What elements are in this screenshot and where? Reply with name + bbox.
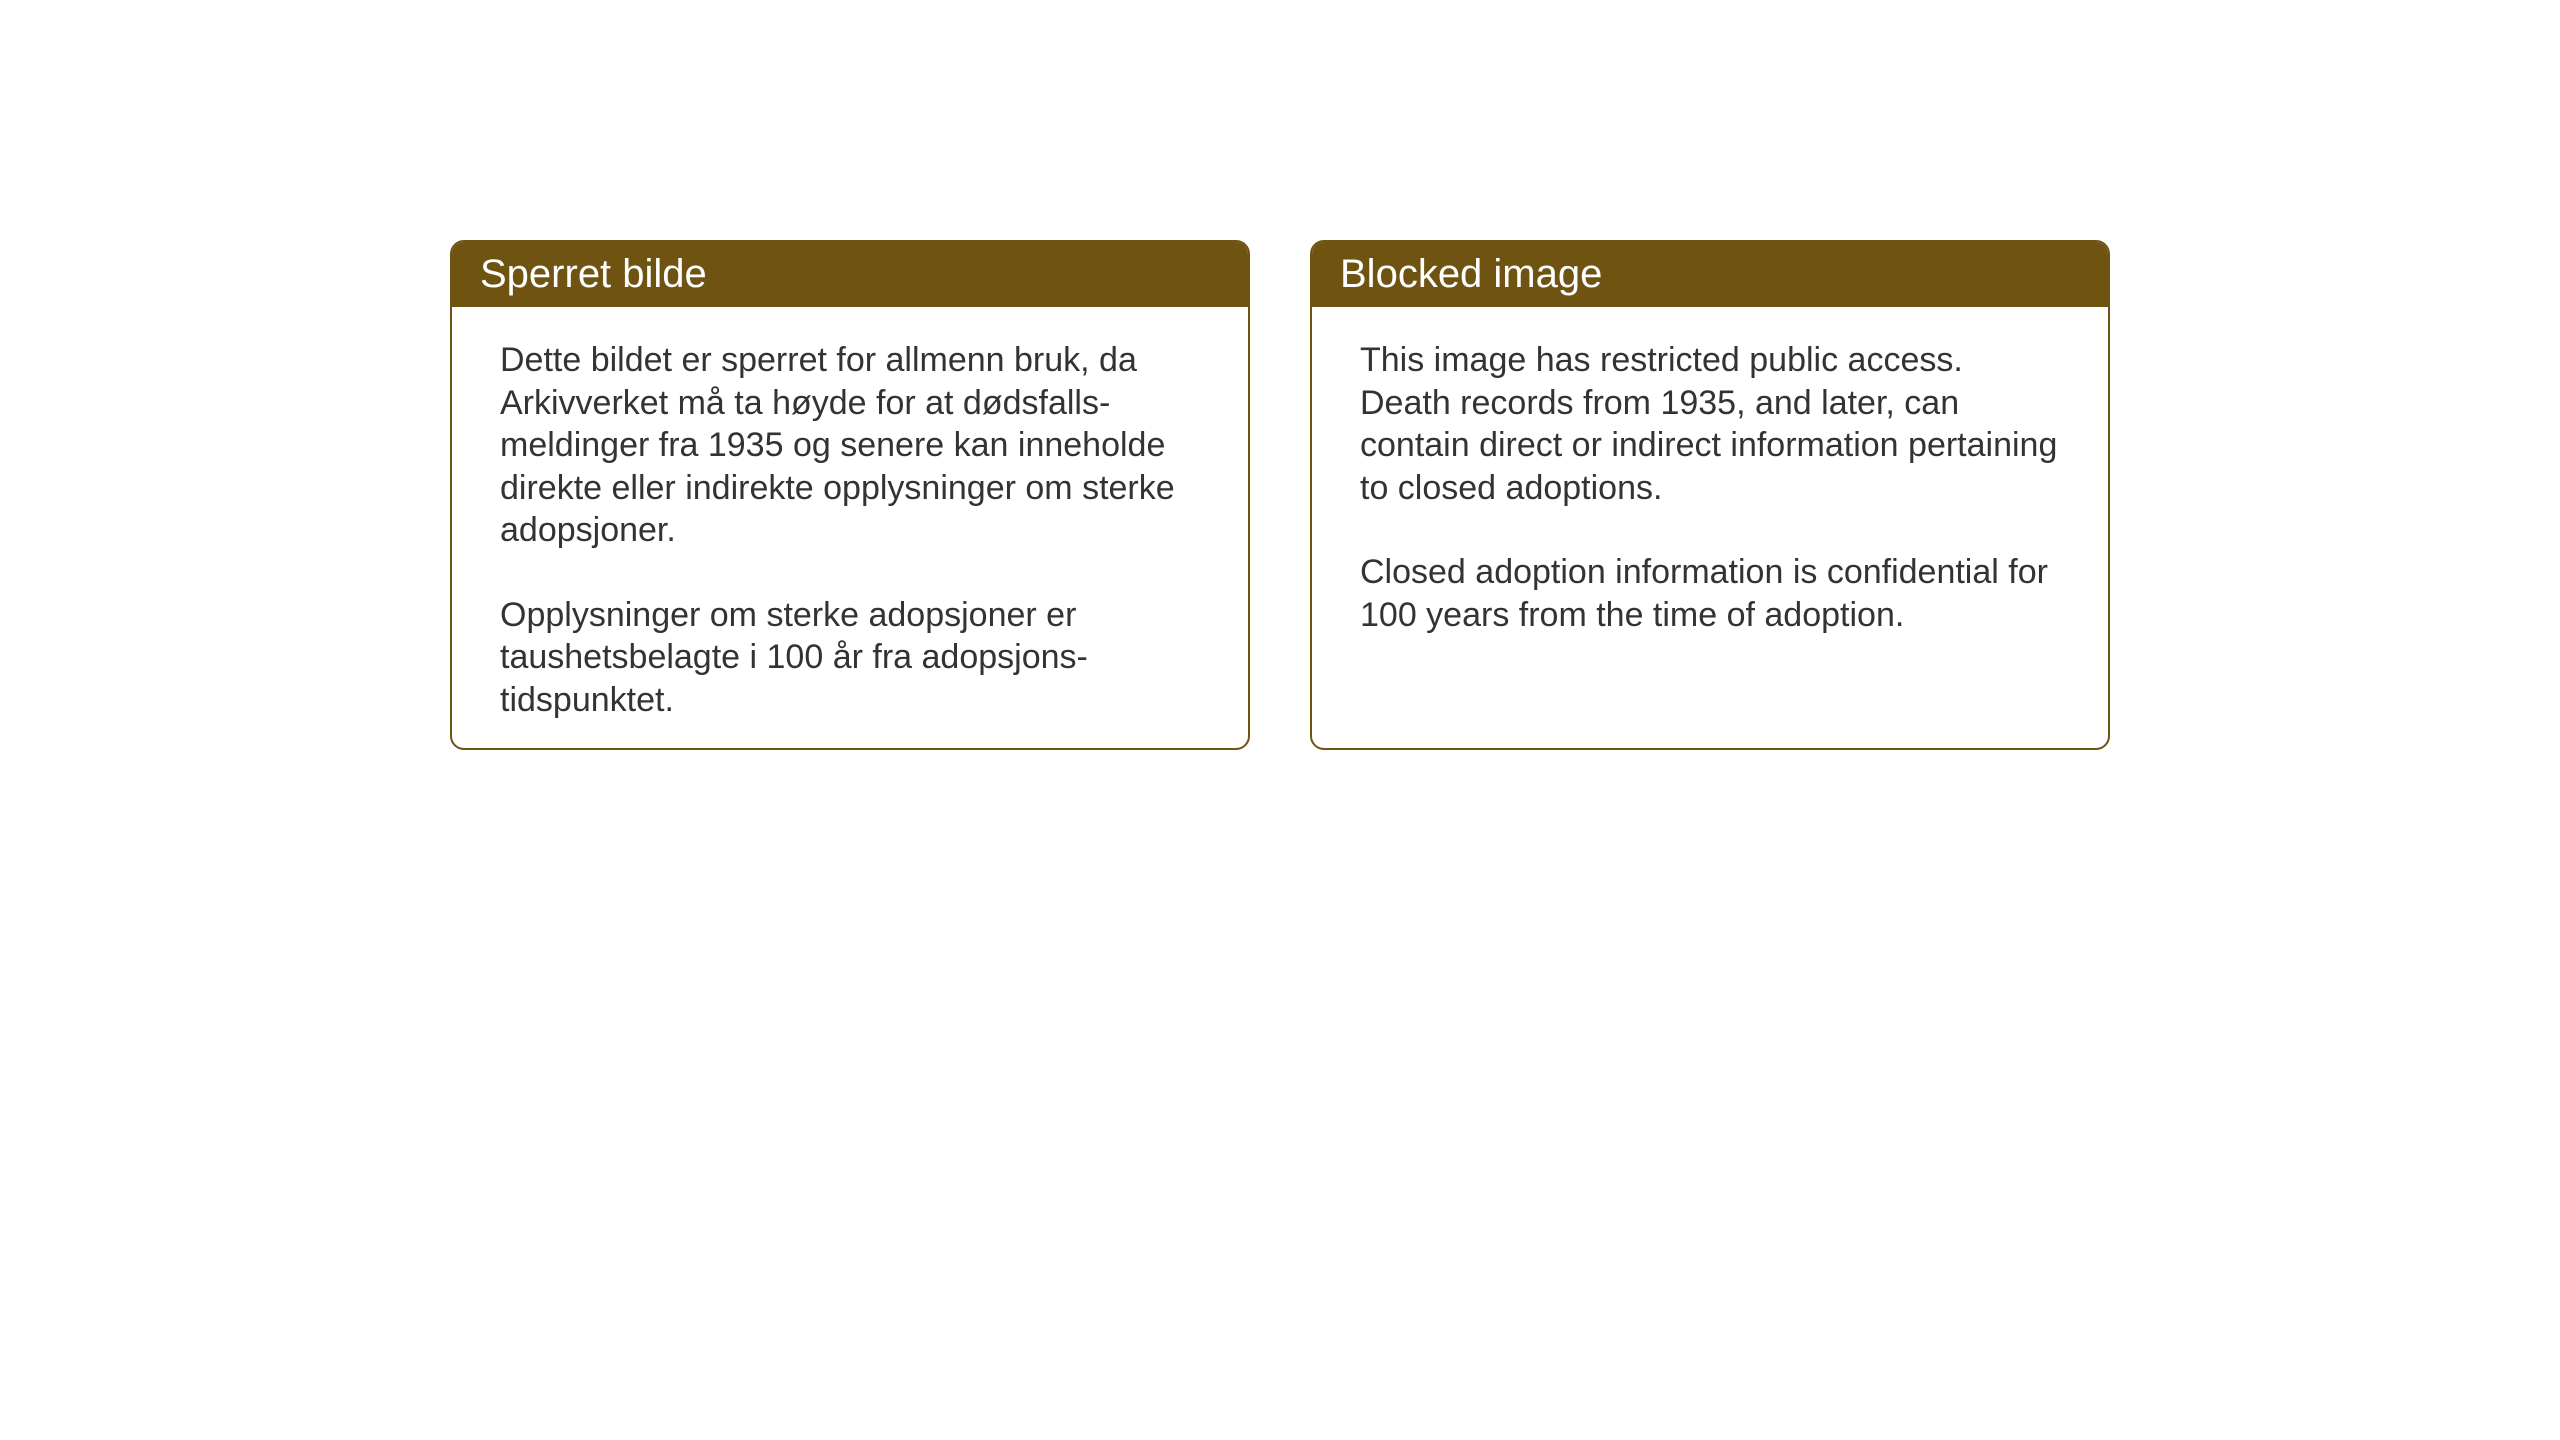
notice-card-english: Blocked image This image has restricted … <box>1310 240 2110 750</box>
card-paragraph-1-norwegian: Dette bildet er sperret for allmenn bruk… <box>500 339 1200 552</box>
card-body-english: This image has restricted public access.… <box>1312 307 2108 668</box>
card-title-norwegian: Sperret bilde <box>480 252 707 296</box>
card-header-norwegian: Sperret bilde <box>452 242 1248 307</box>
card-paragraph-2-english: Closed adoption information is confident… <box>1360 551 2060 636</box>
card-body-norwegian: Dette bildet er sperret for allmenn bruk… <box>452 307 1248 750</box>
card-paragraph-2-norwegian: Opplysninger om sterke adopsjoner er tau… <box>500 594 1200 722</box>
card-paragraph-1-english: This image has restricted public access.… <box>1360 339 2060 509</box>
card-title-english: Blocked image <box>1340 252 1602 296</box>
notice-card-norwegian: Sperret bilde Dette bildet er sperret fo… <box>450 240 1250 750</box>
card-header-english: Blocked image <box>1312 242 2108 307</box>
notice-cards-container: Sperret bilde Dette bildet er sperret fo… <box>450 240 2110 750</box>
